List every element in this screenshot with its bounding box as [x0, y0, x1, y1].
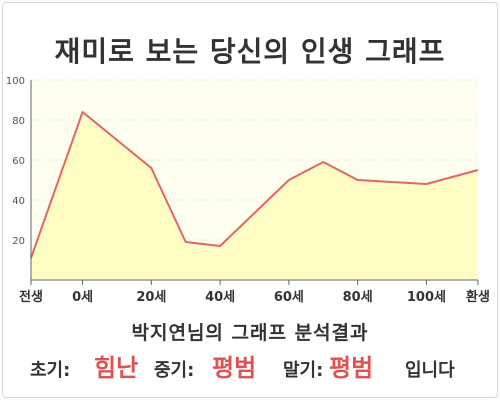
- page-title: 재미로 보는 당신의 인생 그래프: [54, 35, 446, 68]
- x-tick-label: 환생: [466, 289, 490, 305]
- x-tick-label: 40세: [205, 290, 235, 305]
- life-line: [30, 111, 479, 259]
- y-tick-labels: 20 40 60 80 100: [6, 76, 25, 247]
- life-area-fill: [31, 112, 478, 280]
- y-tick-label: 80: [12, 116, 25, 127]
- x-tick-label: 0세: [72, 290, 93, 305]
- y-tick-label: 20: [12, 236, 25, 247]
- x-tick-label: 80세: [343, 290, 373, 305]
- x-tick-label: 20세: [136, 290, 166, 305]
- late-label: 말기:: [283, 360, 324, 381]
- x-tick-labels: 전생 0세 20세 40세 60세 80세 100세 환생: [19, 280, 490, 305]
- x-tick-label: 전생: [19, 289, 43, 305]
- early-value: 힘난: [94, 354, 139, 382]
- late-value: 평범: [329, 354, 374, 382]
- y-tick-label: 40: [12, 196, 25, 207]
- middle-value: 평범: [212, 354, 257, 382]
- early-label: 초기:: [30, 360, 71, 381]
- y-tick-label: 100: [6, 76, 25, 87]
- middle-label: 중기:: [154, 360, 195, 381]
- analysis-summary: 초기: 힘난 중기: 평범 말기: 평범 입니다: [0, 344, 500, 384]
- y-tick-label: 60: [12, 156, 25, 167]
- x-tick-label: 60세: [274, 290, 304, 305]
- ending-text: 입니다: [405, 360, 455, 381]
- analysis-title: 박지연님의 그래프 분석결과: [131, 322, 369, 344]
- x-tick-label: 100세: [407, 290, 446, 305]
